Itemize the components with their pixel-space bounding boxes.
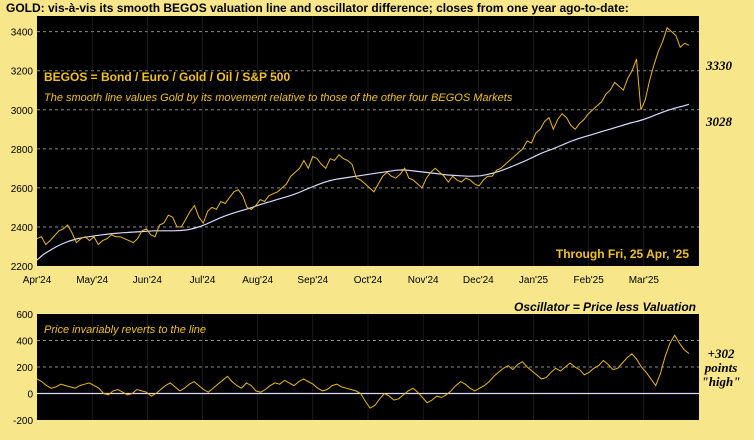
price-x-tick-label: Dec'24	[463, 275, 494, 286]
price-y-tick-label: 2800	[11, 145, 34, 156]
oscillator-y-tick-label: -200	[13, 416, 33, 427]
oscillator-y-tick-label: 0	[27, 390, 33, 401]
oscillator-gridlines	[37, 314, 699, 420]
valuation-line	[36, 103, 690, 261]
price-y-ticks: 2200 2400 2600 2800 3000 3200 3400	[11, 28, 34, 273]
oscillator-y-tick-label: 200	[16, 363, 33, 374]
price-x-tick-label: Jan'25	[519, 275, 549, 286]
oscillator-subtitle: Price invariably reverts to the line	[44, 324, 206, 336]
last-valuation-label: 3028	[706, 114, 732, 129]
price-x-tick-label: Jul'24	[190, 275, 216, 286]
price-y-tick-label: 2400	[11, 223, 34, 234]
price-x-tick-label: Oct'24	[354, 275, 383, 286]
price-x-tick-label: May'24	[76, 275, 108, 286]
price-x-ticks: Apr'24 May'24 Jun'24 Jul'24 Aug'24 Sep'24 Oct'…	[23, 275, 660, 286]
price-y-tick-label: 3000	[11, 106, 34, 117]
through-date-annotation: Through Fri, 25 Apr, '25	[556, 247, 689, 261]
price-x-tick-label: Feb'25	[574, 275, 605, 286]
price-x-tick-label: Mar'25	[629, 275, 660, 286]
price-y-tick-label: 2200	[11, 262, 34, 273]
chart-title: GOLD: vis-à-vis its smooth BEGOS valuati…	[6, 1, 629, 15]
oscillator-note: +302 points "high"	[696, 347, 746, 389]
price-y-tick-label: 3400	[11, 28, 34, 39]
oscillator-note-line-3: "high"	[701, 374, 741, 389]
price-y-tick-label: 2600	[11, 184, 34, 195]
oscillator-y-tick-label: 400	[16, 337, 33, 348]
price-x-tick-label: Jun'24	[133, 275, 163, 286]
begos-subtitle: The smooth line values Gold by its movem…	[44, 92, 513, 104]
oscillator-y-tick-label: 600	[16, 310, 33, 321]
price-x-tick-label: Sep'24	[297, 275, 328, 286]
oscillator-note-line-1: +302	[707, 346, 735, 361]
price-x-tick-label: Nov'24	[408, 275, 439, 286]
oscillator-title: Oscillator = Price less Valuation	[514, 300, 696, 314]
price-x-tick-label: Apr'24	[23, 275, 52, 286]
begos-legend-title: BEGOS = Bond / Euro / Gold / Oil / S&P 5…	[44, 70, 290, 84]
price-line	[36, 26, 690, 246]
last-price-label: 3330	[706, 58, 732, 73]
price-gridlines	[37, 16, 699, 266]
price-y-tick-label: 3200	[11, 67, 34, 78]
oscillator-y-ticks: -200 0 200 400 600	[13, 310, 33, 427]
price-x-tick-label: Aug'24	[242, 275, 273, 286]
oscillator-note-line-2: points	[704, 360, 738, 375]
oscillator-line	[36, 334, 690, 409]
